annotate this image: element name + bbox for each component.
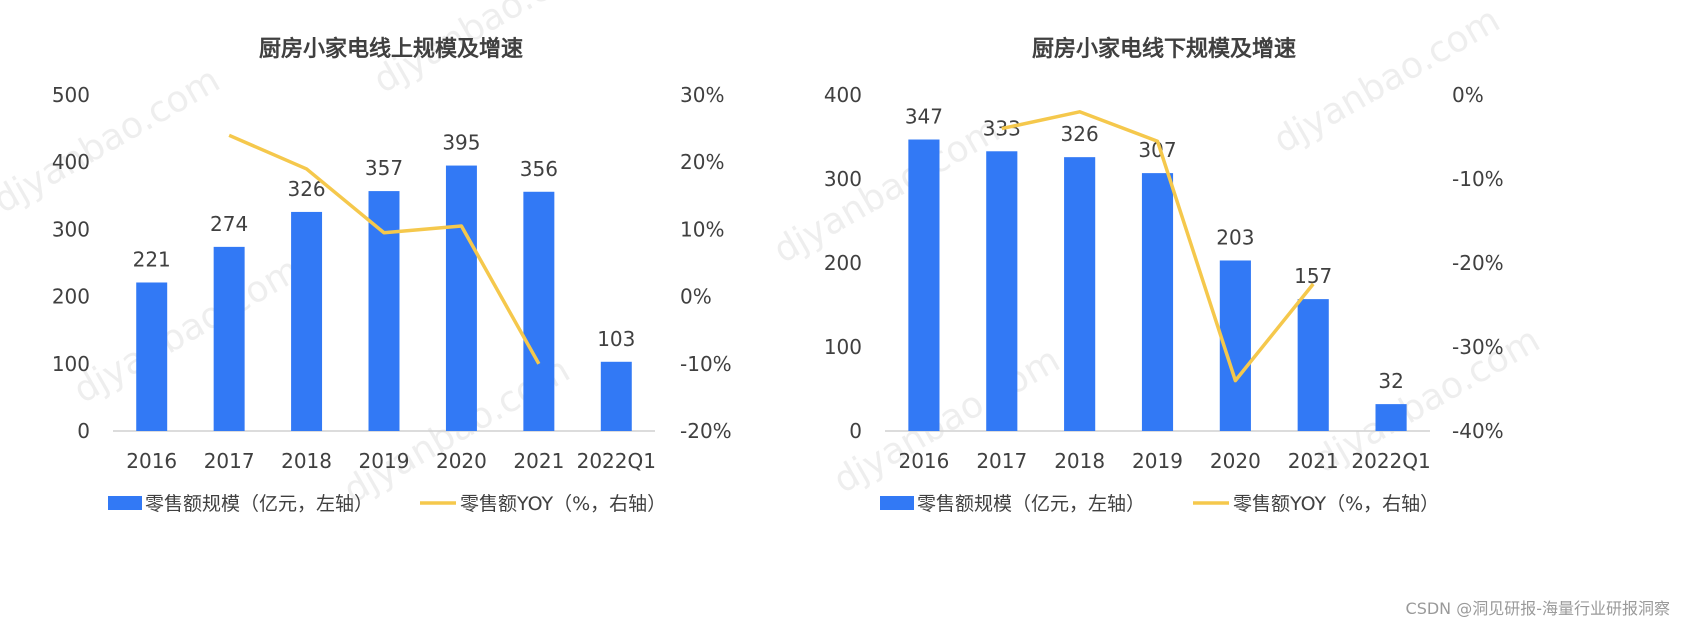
bar	[213, 246, 245, 431]
bar	[136, 282, 168, 431]
bar	[523, 191, 555, 431]
y-left-tick-label: 300	[824, 167, 862, 191]
x-tick-label: 2016	[126, 449, 177, 473]
y-right-tick-label: 10%	[680, 217, 724, 241]
bar	[1297, 299, 1329, 431]
bar-data-label: 103	[597, 327, 635, 351]
x-tick-label: 2022Q1	[1351, 449, 1430, 473]
y-left-tick-label: 200	[824, 251, 862, 275]
y-left-tick-label: 300	[52, 217, 90, 241]
x-tick-label: 2020	[436, 449, 487, 473]
bar-data-label: 357	[365, 156, 403, 180]
y-right-tick-label: -20%	[680, 419, 732, 443]
y-right-tick-label: -20%	[1452, 251, 1504, 275]
legend-bar-swatch	[880, 496, 914, 510]
y-left-tick-label: 100	[52, 352, 90, 376]
x-tick-label: 2017	[976, 449, 1027, 473]
bar-data-label: 32	[1378, 369, 1403, 393]
chart-title: 厨房小家电线上规模及增速	[259, 36, 523, 62]
bar	[600, 361, 632, 431]
x-tick-label: 2020	[1210, 449, 1261, 473]
legend-line-label: 零售额YOY（%，右轴）	[460, 493, 666, 515]
x-tick-label: 2017	[204, 449, 255, 473]
y-right-tick-label: -10%	[1452, 167, 1504, 191]
bar	[368, 191, 400, 431]
y-right-tick-label: -30%	[1452, 335, 1504, 359]
y-left-tick-label: 200	[52, 285, 90, 309]
bar-data-label: 203	[1216, 225, 1254, 249]
legend-bar-label: 零售额规模（亿元，左轴）	[917, 493, 1145, 515]
legend-bar-label: 零售额规模（亿元，左轴）	[145, 493, 373, 515]
y-left-tick-label: 500	[52, 83, 90, 107]
bar	[908, 139, 940, 431]
bar	[291, 211, 323, 431]
bar-data-label: 221	[133, 247, 171, 271]
y-left-tick-label: 0	[849, 419, 862, 443]
x-tick-label: 2022Q1	[577, 449, 656, 473]
bar-data-label: 274	[210, 212, 248, 236]
y-left-tick-label: 0	[77, 419, 90, 443]
yoy-line	[228, 133, 541, 365]
bar-data-label: 395	[442, 131, 480, 155]
bar	[986, 151, 1018, 431]
y-right-tick-label: 20%	[680, 150, 724, 174]
y-right-tick-label: -40%	[1452, 419, 1504, 443]
y-left-tick-label: 400	[824, 83, 862, 107]
yoy-line	[1001, 110, 1315, 383]
bar-data-label: 326	[1061, 122, 1099, 146]
y-right-tick-label: 0%	[1452, 83, 1484, 107]
x-tick-label: 2019	[1132, 449, 1183, 473]
y-right-tick-label: 0%	[680, 285, 712, 309]
chart-title: 厨房小家电线下规模及增速	[1032, 36, 1296, 62]
x-tick-label: 2021	[513, 449, 564, 473]
y-left-tick-label: 400	[52, 150, 90, 174]
y-right-tick-label: 30%	[680, 83, 724, 107]
bar	[1064, 157, 1096, 431]
x-tick-label: 2018	[1054, 449, 1105, 473]
legend-bar-swatch	[108, 496, 142, 510]
bar	[1141, 173, 1174, 431]
x-tick-label: 2021	[1288, 449, 1339, 473]
bar	[1375, 404, 1407, 431]
x-tick-label: 2016	[898, 449, 949, 473]
x-tick-label: 2019	[359, 449, 410, 473]
bar-data-label: 356	[520, 157, 558, 181]
bar-data-label: 347	[905, 105, 943, 129]
x-tick-label: 2018	[281, 449, 332, 473]
y-left-tick-label: 100	[824, 335, 862, 359]
bar	[445, 165, 477, 431]
footer-credit: CSDN @洞见研报-海量行业研报洞察	[1405, 599, 1670, 618]
y-right-tick-label: -10%	[680, 352, 732, 376]
legend-line-label: 零售额YOY（%，右轴）	[1233, 493, 1439, 515]
